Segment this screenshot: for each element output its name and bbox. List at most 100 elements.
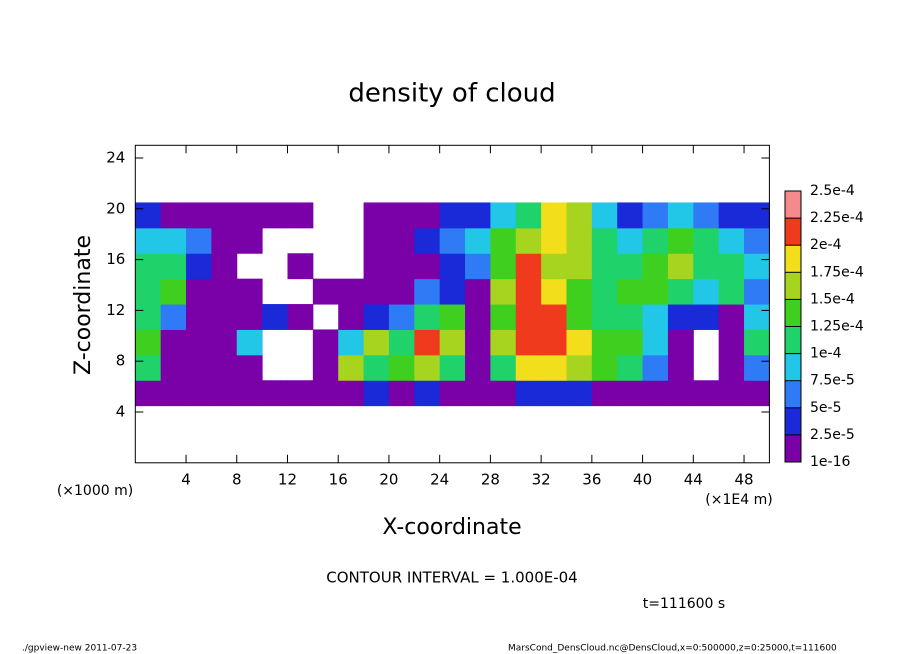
heat-cell <box>363 253 390 280</box>
heat-cell <box>388 227 415 254</box>
heat-cell <box>490 278 517 305</box>
heat-cell <box>718 278 745 305</box>
heat-cell <box>566 227 593 254</box>
heat-cell <box>211 380 238 407</box>
heat-cell <box>515 278 542 305</box>
heat-cell <box>490 202 517 229</box>
heat-cell <box>465 202 491 229</box>
heat-cell <box>667 380 694 407</box>
heat-cell <box>744 202 770 229</box>
heat-cell <box>186 202 212 229</box>
heat-cell <box>414 227 441 254</box>
colorbar-band <box>785 407 801 435</box>
heat-cell <box>591 253 618 280</box>
heat-cell <box>642 227 669 254</box>
heat-cell <box>262 304 288 330</box>
heat-cell <box>693 380 720 407</box>
heat-cell <box>312 380 339 407</box>
heat-cell <box>566 354 593 381</box>
heat-cell <box>465 304 491 330</box>
heat-cell <box>744 227 770 254</box>
heat-cell <box>744 380 770 407</box>
heat-cell <box>439 227 466 254</box>
colorbar-label: 1e-4 <box>810 346 842 362</box>
heat-cell <box>541 329 567 356</box>
heat-cell <box>186 253 212 280</box>
heat-cell <box>718 329 745 356</box>
heat-cell <box>186 278 212 305</box>
heat-cell <box>693 202 720 229</box>
heat-cell <box>135 202 162 229</box>
heat-cell <box>465 329 491 356</box>
heat-cell <box>135 354 162 381</box>
heat-cell <box>211 329 238 356</box>
heat-cell <box>338 329 365 356</box>
heat-cell <box>591 329 618 356</box>
heat-cell <box>515 380 542 407</box>
heat-cell <box>541 354 567 381</box>
heat-cell <box>667 253 694 280</box>
heat-cell <box>388 380 415 407</box>
heat-cell <box>160 329 187 356</box>
heat-cell <box>718 380 745 407</box>
heat-cell <box>490 380 517 407</box>
heat-cell <box>617 227 644 254</box>
heat-cell <box>338 304 365 330</box>
heat-cell <box>236 329 263 356</box>
colorbar-band <box>785 245 801 273</box>
heat-cell <box>515 253 542 280</box>
heat-cell <box>236 380 263 407</box>
plot-frame <box>134 144 770 464</box>
heat-cell <box>236 202 263 229</box>
colorbar-label: 1.75e-4 <box>810 264 864 280</box>
heat-cell <box>591 380 618 407</box>
heat-cell <box>591 202 618 229</box>
heat-cell <box>541 202 567 229</box>
heat-cell <box>667 304 694 330</box>
heat-cell <box>312 354 339 381</box>
heat-cell <box>718 202 745 229</box>
heat-cell <box>439 380 466 407</box>
heat-cell <box>186 304 212 330</box>
colorbar-band <box>785 191 801 219</box>
heat-cell <box>617 329 644 356</box>
heat-cell <box>414 304 441 330</box>
y-tick-label: 24 <box>106 149 125 167</box>
heat-cell <box>718 354 745 381</box>
heat-cell <box>515 354 542 381</box>
heat-cell <box>744 304 770 330</box>
heat-cell <box>541 227 567 254</box>
colorbar-band <box>785 272 801 300</box>
colorbar-band <box>785 326 801 354</box>
heat-cell <box>667 354 694 381</box>
heat-cell <box>465 354 491 381</box>
heat-cell <box>541 278 567 305</box>
heat-cell <box>186 354 212 381</box>
colorbar-band <box>785 380 801 408</box>
y-tick-label: 20 <box>106 199 125 217</box>
heat-cell <box>515 202 542 229</box>
heat-cell <box>363 304 390 330</box>
heat-cell <box>465 253 491 280</box>
y-tick-label: 12 <box>106 301 125 319</box>
heat-cell <box>186 329 212 356</box>
heat-cell <box>566 329 593 356</box>
x-tick-label: 40 <box>633 470 652 488</box>
heat-cell <box>363 278 390 305</box>
heat-cell <box>667 329 694 356</box>
heat-cell <box>236 227 263 254</box>
heat-cell <box>388 354 415 381</box>
footer-left: ./gpview-new 2011-07-23 <box>22 644 137 654</box>
x-tick-label: 16 <box>329 470 348 488</box>
heat-cell <box>236 278 263 305</box>
heat-cell <box>693 304 720 330</box>
y-axis-label: Z-coordinate <box>71 235 96 375</box>
heat-cell <box>642 380 669 407</box>
heat-cell <box>160 253 187 280</box>
x-tick-label: 24 <box>430 470 449 488</box>
heat-cell <box>439 202 466 229</box>
heat-cell <box>541 304 567 330</box>
heat-cell <box>667 202 694 229</box>
heat-cell <box>515 304 542 330</box>
